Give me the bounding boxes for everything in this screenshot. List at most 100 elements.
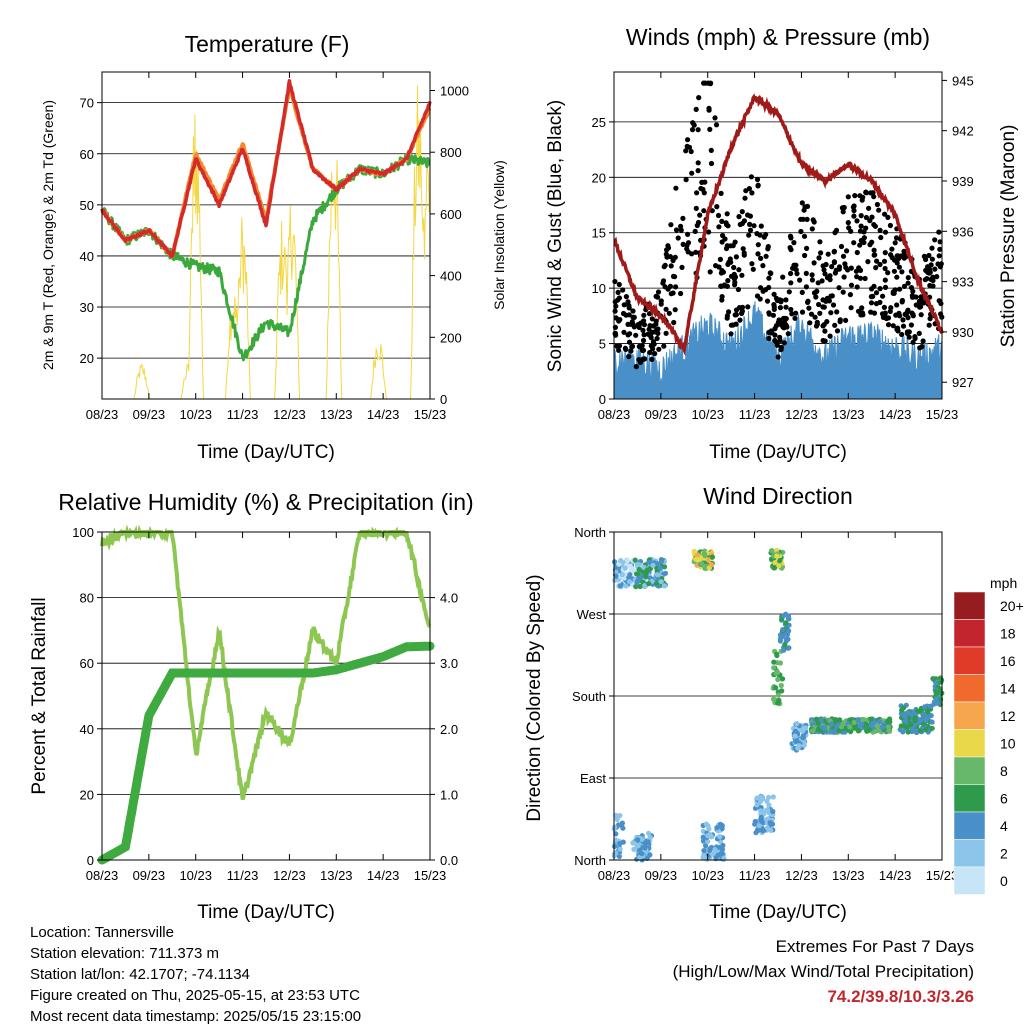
gust-point: [809, 277, 816, 283]
x-tick-label: 14/23: [879, 407, 912, 422]
gust-point: [845, 194, 851, 200]
gust-point: [658, 298, 664, 304]
legend-label: 14: [1000, 680, 1016, 696]
gust-point: [793, 310, 799, 316]
gust-point: [822, 328, 828, 334]
gust-point: [702, 80, 709, 86]
gust-point: [772, 332, 778, 338]
gust-point: [679, 264, 685, 270]
direction-point: [617, 583, 623, 589]
gust-point: [908, 322, 915, 328]
gust-point: [668, 263, 674, 269]
gust-point: [767, 270, 773, 276]
gust-point: [899, 299, 905, 305]
gust-point: [630, 321, 636, 327]
direction-point: [766, 802, 772, 808]
gust-point: [653, 293, 659, 299]
x-tick-label: 10/23: [179, 868, 212, 883]
direction-point: [815, 726, 821, 732]
gust-point: [668, 291, 674, 297]
direction-point: [794, 721, 800, 727]
gust-point: [702, 179, 708, 185]
humidity-y-label-left: Percent & Total Rainfall: [29, 597, 50, 794]
x-tick-label: 10/23: [691, 868, 724, 883]
gust-point: [799, 200, 805, 206]
direction-point: [701, 848, 707, 854]
gust-point: [900, 317, 906, 323]
gust-point: [859, 197, 865, 203]
direction-point: [774, 652, 780, 659]
legend-swatch: [953, 674, 986, 703]
direction-point: [879, 724, 885, 730]
gust-point: [825, 251, 831, 257]
gust-point: [848, 305, 854, 311]
direction-point: [654, 580, 660, 586]
temperature-y-label-right: Solar Insolation (Yellow): [491, 160, 507, 310]
gust-point: [873, 290, 880, 296]
direction-point: [783, 620, 789, 626]
gust-point: [792, 315, 798, 321]
y-tick-label-right: 200: [440, 330, 462, 345]
direction-point: [925, 715, 931, 721]
y-tick-label-right: 936: [952, 224, 974, 239]
legend-swatch: [953, 756, 986, 785]
station-elevation: Station elevation: 711.373 m: [30, 945, 220, 962]
gust-point: [813, 294, 819, 300]
gust-point: [757, 232, 763, 238]
direction-point: [923, 727, 929, 733]
gust-point: [655, 330, 661, 336]
x-tick-label: 15/23: [926, 868, 959, 883]
gust-point: [616, 295, 623, 301]
gust-point: [809, 272, 815, 278]
direction-point: [906, 710, 912, 716]
gust-point: [905, 275, 911, 281]
x-tick-label: 14/23: [367, 868, 400, 883]
direction-point: [911, 728, 917, 734]
direction-point: [719, 823, 725, 829]
gust-point: [695, 219, 702, 226]
gust-point: [713, 122, 720, 128]
direction-point: [774, 553, 780, 559]
y-tick-label: 60: [80, 656, 94, 671]
gust-point: [724, 283, 731, 289]
direction-point: [642, 583, 648, 589]
direction-point: [617, 841, 623, 847]
gust-point: [910, 311, 916, 318]
gust-point: [719, 239, 725, 245]
gust-point: [826, 298, 833, 304]
gust-point: [747, 213, 754, 219]
direction-point: [801, 742, 807, 748]
gust-point: [707, 126, 713, 132]
temperature-x-label: Time (Day/UTC): [197, 442, 335, 463]
direction-point: [661, 583, 668, 589]
gust-point: [798, 228, 804, 235]
y-tick-label-right: 4.0: [440, 591, 458, 606]
gust-point: [730, 322, 736, 328]
gust-point: [620, 310, 627, 317]
gust-point: [881, 258, 888, 264]
gust-point: [855, 308, 862, 314]
gust-point: [672, 274, 678, 280]
gust-point: [793, 262, 799, 268]
direction-point: [715, 852, 721, 858]
y-tick-label-right: 933: [952, 275, 974, 290]
gust-point: [926, 322, 932, 328]
direction-point: [848, 729, 854, 735]
gust-point: [708, 147, 714, 153]
direction-point: [834, 723, 840, 729]
direction-point: [618, 557, 624, 564]
direction-point: [908, 721, 914, 728]
gust-point: [869, 286, 875, 292]
x-tick-label: 11/23: [739, 407, 771, 422]
gust-point: [918, 312, 924, 318]
gust-series: [612, 80, 945, 370]
direction-point: [767, 820, 773, 826]
gust-point: [743, 188, 749, 194]
gust-point: [647, 349, 653, 356]
2m-td-green--line: [101, 152, 431, 362]
winds-panel: Winds (mph) & Pressure (mb) 08/23 09/23 10…: [545, 24, 1019, 463]
gust-point: [882, 229, 889, 235]
direction-point: [933, 696, 939, 702]
gust-point: [733, 312, 740, 318]
gust-point: [854, 274, 860, 280]
